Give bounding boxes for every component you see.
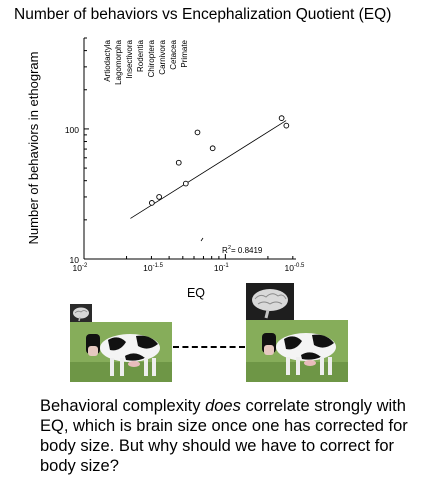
axes bbox=[83, 37, 296, 260]
x-tick-exponent: -0.5 bbox=[294, 263, 305, 269]
caption-text: Behavioral complexity does correlate str… bbox=[40, 396, 420, 476]
r-squared-exponent: 2 bbox=[228, 245, 231, 251]
dashed-connector bbox=[173, 346, 245, 348]
x-tick-label: 10 -0.5 bbox=[285, 263, 305, 273]
order-label: Primate bbox=[180, 39, 189, 67]
scatter-chart: Artiodactyla Lagomorpha Insectivora Rodenti… bbox=[26, 37, 305, 300]
x-tick-label: 10 -1 bbox=[214, 263, 229, 273]
order-label: Rodentia bbox=[136, 39, 145, 72]
data-point bbox=[278, 115, 285, 122]
data-point bbox=[156, 194, 162, 200]
data-point bbox=[209, 145, 216, 152]
cow-image-right bbox=[246, 320, 348, 382]
trendline-group bbox=[130, 120, 287, 219]
order-label: Chiroptera bbox=[147, 39, 156, 77]
x-tick-label: 10 -2 bbox=[73, 263, 88, 273]
data-points bbox=[149, 115, 290, 206]
caption-part-1: Behavioral complexity bbox=[40, 397, 206, 415]
order-label: Carnivora bbox=[158, 39, 167, 74]
x-tick-exponent: -2 bbox=[82, 263, 88, 269]
order-label: Cetacea bbox=[169, 39, 178, 69]
y-axis-label: Number of behaviors in ethogram bbox=[26, 52, 41, 245]
x-tick-base: 10 bbox=[285, 263, 295, 273]
data-point bbox=[182, 180, 189, 187]
x-tick-exponent: -1.5 bbox=[153, 263, 164, 269]
data-point bbox=[194, 129, 201, 136]
order-label: Lagomorpha bbox=[114, 39, 123, 84]
cow-image-left bbox=[70, 322, 172, 382]
caption-part-2: correlate strongly with EQ, which is bra… bbox=[40, 397, 408, 475]
y-tick-label: 100 bbox=[65, 125, 79, 135]
order-label: Artiodactyla bbox=[103, 39, 112, 81]
slide-title: Number of behaviors vs Encephalization Q… bbox=[14, 6, 392, 23]
data-point bbox=[149, 200, 155, 206]
r-squared-tick-mark bbox=[200, 237, 204, 242]
x-tick-base: 10 bbox=[214, 263, 224, 273]
data-point bbox=[175, 159, 182, 166]
r-squared-symbol: R bbox=[222, 246, 228, 255]
x-tick-exponent: -1 bbox=[223, 263, 229, 269]
order-labels: Artiodactyla Lagomorpha Insectivora Rodenti… bbox=[103, 39, 189, 84]
y-tick-label: 10 bbox=[70, 255, 80, 265]
r-squared-value: = 0.8419 bbox=[231, 246, 263, 255]
x-tick-label: 10 -1.5 bbox=[143, 263, 163, 273]
x-tick-base: 10 bbox=[143, 263, 153, 273]
x-axis-label: EQ bbox=[187, 286, 205, 300]
trendline bbox=[130, 120, 287, 219]
caption-emphasis: does bbox=[205, 397, 241, 415]
small-brain-image bbox=[70, 304, 92, 322]
data-point bbox=[283, 122, 290, 129]
order-label: Insectivora bbox=[125, 39, 134, 78]
large-brain-image bbox=[246, 283, 294, 320]
x-tick-base: 10 bbox=[73, 263, 83, 273]
